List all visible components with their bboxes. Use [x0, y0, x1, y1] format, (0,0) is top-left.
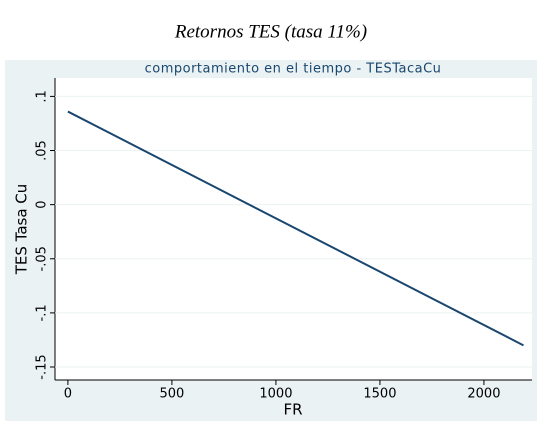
x-tick-label: 2000	[467, 387, 500, 402]
y-tick-label: -.15	[35, 354, 50, 379]
plot-region	[55, 78, 532, 380]
chart-subtitle: comportamiento en el tiempo - TESTacaCu	[145, 62, 442, 77]
y-tick-label: .05	[35, 140, 50, 161]
x-tick-label: 1500	[363, 387, 396, 402]
y-tick-label: 0	[35, 201, 50, 209]
y-axis-label: TES Tasa Cu	[13, 184, 31, 276]
y-tick-label: .1	[35, 90, 50, 102]
x-tick-label: 0	[64, 387, 72, 402]
data-line	[67, 110, 524, 347]
x-axis-label: FR	[283, 401, 302, 419]
y-tick-label: -.1	[35, 304, 50, 321]
y-tick-label: -.05	[35, 246, 50, 271]
chart-title: Retornos TES (tasa 11%)	[174, 21, 367, 42]
x-tick-label: 1000	[259, 387, 292, 402]
x-tick-label: 500	[159, 387, 184, 402]
